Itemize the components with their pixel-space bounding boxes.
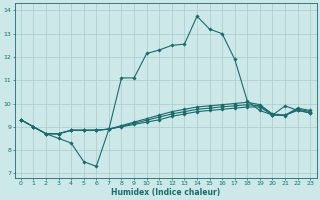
X-axis label: Humidex (Indice chaleur): Humidex (Indice chaleur) <box>111 188 220 197</box>
